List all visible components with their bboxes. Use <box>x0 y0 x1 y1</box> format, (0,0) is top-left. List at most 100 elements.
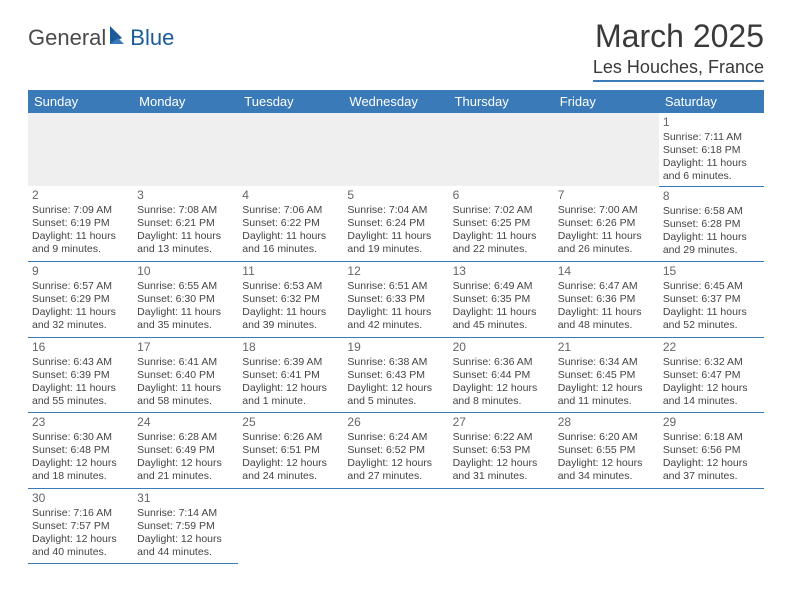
day-detail-line: and 42 minutes. <box>347 319 444 332</box>
day-detail-line: and 24 minutes. <box>242 470 339 483</box>
day-number: 8 <box>663 189 760 204</box>
day-detail-line: Sunset: 6:25 PM <box>453 217 550 230</box>
day-number: 7 <box>558 188 655 203</box>
day-detail-line: Daylight: 11 hours <box>453 306 550 319</box>
day-detail-line: Sunset: 6:41 PM <box>242 369 339 382</box>
day-detail-line: Daylight: 11 hours <box>453 230 550 243</box>
calendar-cell <box>238 488 343 564</box>
day-detail-line: Sunrise: 6:41 AM <box>137 356 234 369</box>
day-detail-line: Sunset: 6:18 PM <box>663 144 760 157</box>
calendar-row: 30Sunrise: 7:16 AMSunset: 7:57 PMDayligh… <box>28 488 764 564</box>
day-detail-line: and 14 minutes. <box>663 395 760 408</box>
calendar-cell: 27Sunrise: 6:22 AMSunset: 6:53 PMDayligh… <box>449 413 554 489</box>
day-detail-line: and 18 minutes. <box>32 470 129 483</box>
day-detail-line: Sunrise: 7:11 AM <box>663 131 760 144</box>
day-detail-line: Daylight: 12 hours <box>32 457 129 470</box>
day-number: 4 <box>242 188 339 203</box>
calendar-row: 23Sunrise: 6:30 AMSunset: 6:48 PMDayligh… <box>28 413 764 489</box>
calendar-cell: 22Sunrise: 6:32 AMSunset: 6:47 PMDayligh… <box>659 337 764 413</box>
day-detail-line: and 32 minutes. <box>32 319 129 332</box>
calendar-cell: 16Sunrise: 6:43 AMSunset: 6:39 PMDayligh… <box>28 337 133 413</box>
sail-icon <box>108 24 128 51</box>
day-detail-line: and 31 minutes. <box>453 470 550 483</box>
day-detail-line: Daylight: 11 hours <box>137 230 234 243</box>
calendar-cell: 5Sunrise: 7:04 AMSunset: 6:24 PMDaylight… <box>343 186 448 262</box>
day-detail-line: Daylight: 11 hours <box>242 230 339 243</box>
calendar-cell: 4Sunrise: 7:06 AMSunset: 6:22 PMDaylight… <box>238 186 343 262</box>
day-detail-line: Sunset: 6:22 PM <box>242 217 339 230</box>
day-detail-line: Sunrise: 6:58 AM <box>663 205 760 218</box>
day-detail-line: Sunrise: 7:00 AM <box>558 204 655 217</box>
day-detail-line: Sunrise: 6:38 AM <box>347 356 444 369</box>
day-detail-line: Sunset: 6:19 PM <box>32 217 129 230</box>
day-detail-line: and 44 minutes. <box>137 546 234 559</box>
day-number: 6 <box>453 188 550 203</box>
calendar-cell: 14Sunrise: 6:47 AMSunset: 6:36 PMDayligh… <box>554 262 659 338</box>
logo-word1: General <box>28 25 106 51</box>
calendar-cell: 28Sunrise: 6:20 AMSunset: 6:55 PMDayligh… <box>554 413 659 489</box>
day-detail-line: Daylight: 11 hours <box>242 306 339 319</box>
day-detail-line: Sunset: 6:37 PM <box>663 293 760 306</box>
day-detail-line: Sunrise: 6:43 AM <box>32 356 129 369</box>
day-number: 12 <box>347 264 444 279</box>
calendar-cell: 6Sunrise: 7:02 AMSunset: 6:25 PMDaylight… <box>449 186 554 262</box>
day-detail-line: Sunset: 6:43 PM <box>347 369 444 382</box>
day-number: 9 <box>32 264 129 279</box>
day-detail-line: Sunset: 6:35 PM <box>453 293 550 306</box>
day-detail-line: Daylight: 11 hours <box>137 306 234 319</box>
day-detail-line: Daylight: 12 hours <box>347 457 444 470</box>
calendar-cell <box>554 113 659 186</box>
day-detail-line: Sunset: 7:59 PM <box>137 520 234 533</box>
day-detail-line: Daylight: 12 hours <box>242 457 339 470</box>
calendar-cell: 30Sunrise: 7:16 AMSunset: 7:57 PMDayligh… <box>28 488 133 564</box>
calendar-cell <box>133 113 238 186</box>
day-detail-line: Daylight: 12 hours <box>347 382 444 395</box>
day-number: 19 <box>347 340 444 355</box>
day-detail-line: Sunset: 6:55 PM <box>558 444 655 457</box>
day-number: 29 <box>663 415 760 430</box>
day-detail-line: Sunset: 6:49 PM <box>137 444 234 457</box>
day-detail-line: Daylight: 12 hours <box>32 533 129 546</box>
day-header: Thursday <box>449 90 554 113</box>
day-detail-line: and 52 minutes. <box>663 319 760 332</box>
day-detail-line: Sunrise: 6:28 AM <box>137 431 234 444</box>
day-detail-line: Sunrise: 7:09 AM <box>32 204 129 217</box>
day-header: Sunday <box>28 90 133 113</box>
calendar-cell: 19Sunrise: 6:38 AMSunset: 6:43 PMDayligh… <box>343 337 448 413</box>
day-detail-line: and 45 minutes. <box>453 319 550 332</box>
day-detail-line: Sunrise: 6:49 AM <box>453 280 550 293</box>
day-detail-line: Sunrise: 6:24 AM <box>347 431 444 444</box>
logo-word2: Blue <box>130 25 174 51</box>
day-detail-line: and 37 minutes. <box>663 470 760 483</box>
calendar-cell: 17Sunrise: 6:41 AMSunset: 6:40 PMDayligh… <box>133 337 238 413</box>
day-detail-line: Daylight: 12 hours <box>558 457 655 470</box>
day-number: 22 <box>663 340 760 355</box>
day-number: 14 <box>558 264 655 279</box>
day-detail-line: Daylight: 11 hours <box>663 157 760 170</box>
day-detail-line: Sunrise: 7:06 AM <box>242 204 339 217</box>
day-header: Wednesday <box>343 90 448 113</box>
calendar-cell: 20Sunrise: 6:36 AMSunset: 6:44 PMDayligh… <box>449 337 554 413</box>
calendar-cell: 24Sunrise: 6:28 AMSunset: 6:49 PMDayligh… <box>133 413 238 489</box>
calendar-cell: 13Sunrise: 6:49 AMSunset: 6:35 PMDayligh… <box>449 262 554 338</box>
calendar-row: 2Sunrise: 7:09 AMSunset: 6:19 PMDaylight… <box>28 186 764 262</box>
day-number: 21 <box>558 340 655 355</box>
day-detail-line: and 9 minutes. <box>32 243 129 256</box>
calendar-cell: 21Sunrise: 6:34 AMSunset: 6:45 PMDayligh… <box>554 337 659 413</box>
day-detail-line: Sunset: 6:53 PM <box>453 444 550 457</box>
calendar-row: 1Sunrise: 7:11 AMSunset: 6:18 PMDaylight… <box>28 113 764 186</box>
day-detail-line: Sunset: 6:29 PM <box>32 293 129 306</box>
day-detail-line: Daylight: 11 hours <box>558 306 655 319</box>
day-number: 13 <box>453 264 550 279</box>
day-number: 24 <box>137 415 234 430</box>
day-detail-line: Daylight: 11 hours <box>32 230 129 243</box>
day-detail-line: Sunrise: 7:16 AM <box>32 507 129 520</box>
day-number: 18 <box>242 340 339 355</box>
day-detail-line: Sunset: 6:39 PM <box>32 369 129 382</box>
calendar-cell <box>449 113 554 186</box>
day-detail-line: Sunset: 6:28 PM <box>663 218 760 231</box>
day-header: Tuesday <box>238 90 343 113</box>
calendar-cell: 23Sunrise: 6:30 AMSunset: 6:48 PMDayligh… <box>28 413 133 489</box>
day-detail-line: Sunrise: 6:30 AM <box>32 431 129 444</box>
day-detail-line: and 21 minutes. <box>137 470 234 483</box>
